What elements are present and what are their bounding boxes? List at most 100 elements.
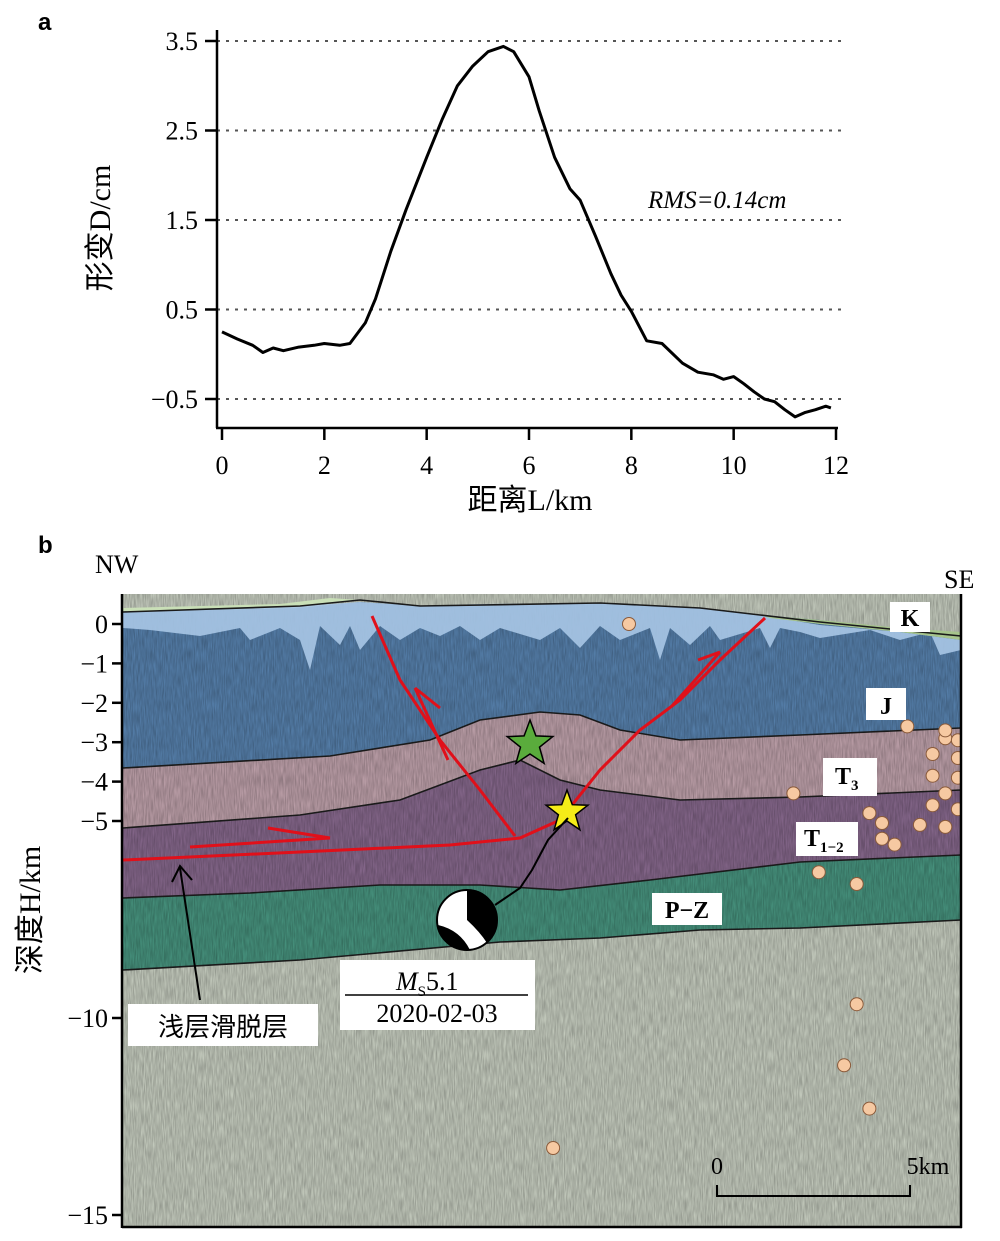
earthquake-point <box>875 831 889 846</box>
y-tick-label: 0.5 <box>166 296 199 325</box>
earthquake-point <box>938 786 953 801</box>
earthquake-point <box>925 768 940 783</box>
y-tick-label: 1.5 <box>166 206 199 235</box>
earthquake-point <box>862 806 877 821</box>
y-ticks: −0.5 0.5 1.5 2.5 3.5 <box>151 27 217 414</box>
x-axis-label: 距离L/km <box>468 484 593 517</box>
earthquake-point <box>925 798 940 813</box>
earthquake-point <box>989 712 1000 725</box>
earthquake-point <box>977 736 990 749</box>
earthquake-point <box>622 617 636 631</box>
earthquake-point <box>964 728 977 741</box>
layer-j-texture <box>123 602 961 768</box>
back-arrow-shaft <box>413 687 450 761</box>
front-arrow-head <box>697 650 721 662</box>
event-magnitude: MS5.1 <box>395 967 459 1000</box>
panel-a: a −0.50.51.52.53.5 0 2 4 6 8 10 12 RMS=0.14cm … <box>38 9 849 517</box>
earthquake-point <box>849 997 864 1012</box>
earthquake-point <box>950 802 961 817</box>
earthquake-point <box>964 712 977 725</box>
slip-arrow-shaft <box>189 836 331 849</box>
depth-axis-label: 深度H/km <box>14 846 47 974</box>
earthquake-point <box>875 816 889 830</box>
x-tick-label: 12 <box>823 451 849 480</box>
green-star <box>505 717 555 766</box>
depth-tick-label: −1 <box>80 649 108 678</box>
earthquake-point <box>925 747 940 761</box>
label-t12: T1−2 <box>804 826 844 856</box>
earthquake-point <box>786 786 801 801</box>
earthquake-point <box>811 865 826 880</box>
panel-a-label: a <box>38 9 52 36</box>
label-k: K <box>901 606 920 632</box>
depth-tick-label: −15 <box>67 1201 108 1230</box>
back-arrow-head <box>414 686 441 710</box>
axes <box>215 30 838 430</box>
earthquake-points <box>546 617 1000 1155</box>
label-j: J <box>880 694 892 720</box>
layer-labels: K J T3 T1−2 P−Z <box>652 602 930 925</box>
corner-label-se: SE <box>944 565 974 594</box>
layer-pz-texture <box>123 855 961 970</box>
surface-weathering <box>123 602 961 670</box>
label-pz: P−Z <box>665 898 709 924</box>
faults <box>123 615 767 862</box>
focal-mechanism-beachball <box>436 889 498 951</box>
depth-tick-label: −4 <box>80 768 108 797</box>
panel-b-label: b <box>38 532 53 559</box>
event-annotation: MS5.1 2020-02-03 <box>340 960 535 1030</box>
depth-tick-label: −10 <box>67 1004 108 1033</box>
earthquake-point <box>989 773 1000 786</box>
earthquake-point <box>950 733 961 748</box>
detachment-label: 浅层滑脱层 <box>158 1012 288 1042</box>
earthquake-point <box>950 770 961 785</box>
scale-end: 5km <box>907 1154 950 1180</box>
detachment-annotation: 浅层滑脱层 <box>128 864 318 1046</box>
x-tick-label: 2 <box>318 451 331 480</box>
earthquake-point <box>849 877 864 891</box>
layer-t3-texture <box>123 712 961 828</box>
corner-label-nw: NW <box>95 550 139 579</box>
event-date: 2020-02-03 <box>376 999 497 1028</box>
depth-tick-label: −3 <box>80 728 108 757</box>
yellow-star <box>544 787 590 832</box>
slip-arrow-head <box>267 826 331 840</box>
deformation-line <box>221 44 832 419</box>
x-ticks: 0 2 4 6 8 10 12 <box>216 428 849 480</box>
x-tick-label: 6 <box>523 451 536 480</box>
y-tick-label: 3.5 <box>166 27 199 56</box>
earthquake-point <box>837 1058 852 1073</box>
earthquake-point <box>546 1141 561 1155</box>
layer-k-left <box>123 598 360 612</box>
front-arrow-shaft <box>670 651 722 707</box>
earthquake-point <box>964 795 977 808</box>
earthquake-point <box>950 751 961 765</box>
scale-bar: 0 5km <box>711 1154 950 1197</box>
earthquake-point <box>887 837 902 852</box>
y-axis-label: 形变D/cm <box>84 165 117 292</box>
x-tick-label: 10 <box>721 451 747 480</box>
earthquake-point <box>977 757 990 770</box>
x-tick-label: 8 <box>625 451 638 480</box>
earthquake-point <box>900 719 915 734</box>
depth-tick-label: −2 <box>80 689 108 718</box>
scale-start: 0 <box>711 1154 723 1180</box>
main-thrust-fault <box>123 616 767 862</box>
focal-mechanism-connector <box>494 817 569 906</box>
x-tick-label: 4 <box>420 451 433 480</box>
depth-tick-label: 0 <box>95 610 108 639</box>
panel-b: b NW SE <box>14 532 1000 1230</box>
y-tick-label: −0.5 <box>151 385 198 414</box>
cross-section: K J T3 T1−2 P−Z MS5.1 2020-02-03 <box>123 594 1000 1226</box>
layer-boundaries <box>123 599 961 971</box>
earthquake-point <box>977 807 990 820</box>
earthquake-point <box>938 723 953 738</box>
earthquake-point <box>989 732 1000 745</box>
rms-annotation: RMS=0.14cm <box>647 187 786 214</box>
earthquake-point <box>862 1101 877 1116</box>
earthquake-point <box>912 817 927 832</box>
y-tick-label: 2.5 <box>166 117 199 146</box>
depth-tick-label: −5 <box>80 807 108 836</box>
